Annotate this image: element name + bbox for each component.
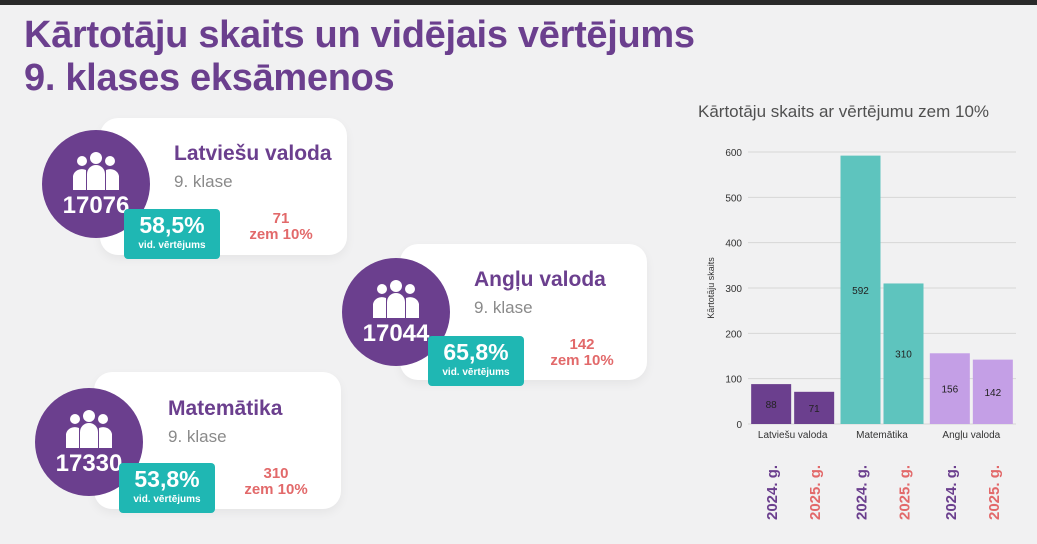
count-circle-latviesu: 17076 xyxy=(42,130,150,238)
bar xyxy=(929,353,970,424)
average-score-label: vid. vērtējums xyxy=(442,367,510,378)
below-10-label: zem 10% xyxy=(550,352,614,369)
x-category-label: Matemātika xyxy=(856,430,908,441)
bar-value-label: 71 xyxy=(809,404,821,415)
bar-value-label: 310 xyxy=(895,350,912,361)
average-score-label: vid. vērtējums xyxy=(133,494,201,505)
people-group-icon xyxy=(373,280,419,318)
subject-name: Latviešu valoda xyxy=(174,142,332,165)
average-score-badge: 58,5% vid. vērtējums xyxy=(124,209,220,259)
average-score-value: 53,8% xyxy=(134,466,200,492)
top-border xyxy=(0,0,1037,5)
bar-value-label: 592 xyxy=(852,286,869,297)
below-10-value: 142 xyxy=(569,336,595,353)
below-10-label: zem 10% xyxy=(244,481,308,498)
bar xyxy=(840,155,881,425)
year-label: 2024. g. xyxy=(943,465,960,520)
bar-value-label: 142 xyxy=(984,388,1001,399)
bar xyxy=(751,384,792,424)
people-group-icon xyxy=(73,152,119,190)
average-score-badge: 53,8% vid. vērtējums xyxy=(119,463,215,513)
year-label: 2025. g. xyxy=(807,465,824,520)
subject-name: Angļu valoda xyxy=(474,268,606,291)
year-label: 2025. g. xyxy=(897,465,914,520)
y-tick-label: 200 xyxy=(725,329,742,340)
people-group-icon xyxy=(66,410,112,448)
y-axis-label: Kārtotāju skaits xyxy=(706,257,716,319)
y-tick-label: 500 xyxy=(725,193,742,204)
y-tick-label: 100 xyxy=(725,375,742,386)
chart-title: Kārtotāju skaits ar vērtējumu zem 10% xyxy=(698,102,990,121)
bar-chart: 0 100 200 300 400 500 600 Kārtotāju skaits 88 202… xyxy=(706,148,1016,520)
grade-label: 9. klase xyxy=(474,298,533,317)
bar-value-label: 88 xyxy=(766,400,778,411)
grade-label: 9. klase xyxy=(168,427,227,446)
y-tick-label: 600 xyxy=(725,148,742,159)
x-category-label: Latviešu valoda xyxy=(758,430,828,441)
page-title-line-1: Kārtotāju skaits un vidējais vērtējums xyxy=(24,14,695,56)
below-10-stat: 310 zem 10% xyxy=(231,466,321,498)
below-10-label: zem 10% xyxy=(249,226,313,243)
bar xyxy=(883,283,924,424)
x-category-label: Angļu valoda xyxy=(942,430,1000,441)
below-10-value: 71 xyxy=(272,210,290,227)
grade-label: 9. klase xyxy=(174,172,233,191)
bar xyxy=(972,359,1013,424)
participant-count: 17044 xyxy=(362,320,430,347)
bar xyxy=(794,391,835,424)
year-label: 2024. g. xyxy=(854,465,871,520)
y-tick-label: 400 xyxy=(725,239,742,250)
below-10-stat: 71 zem 10% xyxy=(236,211,326,243)
below-10-stat: 142 zem 10% xyxy=(537,337,627,369)
bar-value-label: 156 xyxy=(941,385,958,396)
participant-count: 17330 xyxy=(55,450,123,477)
y-tick-label: 300 xyxy=(725,284,742,295)
average-score-value: 58,5% xyxy=(139,212,205,238)
participant-count: 17076 xyxy=(62,192,130,219)
below-10-value: 310 xyxy=(263,465,289,482)
page-title: Kārtotāju skaits un vidējais vērtējums 9… xyxy=(24,14,695,100)
y-tick-label: 0 xyxy=(736,420,742,431)
average-score-value: 65,8% xyxy=(443,339,509,365)
subject-name: Matemātika xyxy=(168,397,283,420)
page-title-line-2: 9. klases eksāmenos xyxy=(24,57,395,99)
average-score-label: vid. vērtējums xyxy=(138,240,206,251)
year-label: 2025. g. xyxy=(986,465,1003,520)
year-label: 2024. g. xyxy=(764,465,781,520)
average-score-badge: 65,8% vid. vērtējums xyxy=(428,336,524,386)
